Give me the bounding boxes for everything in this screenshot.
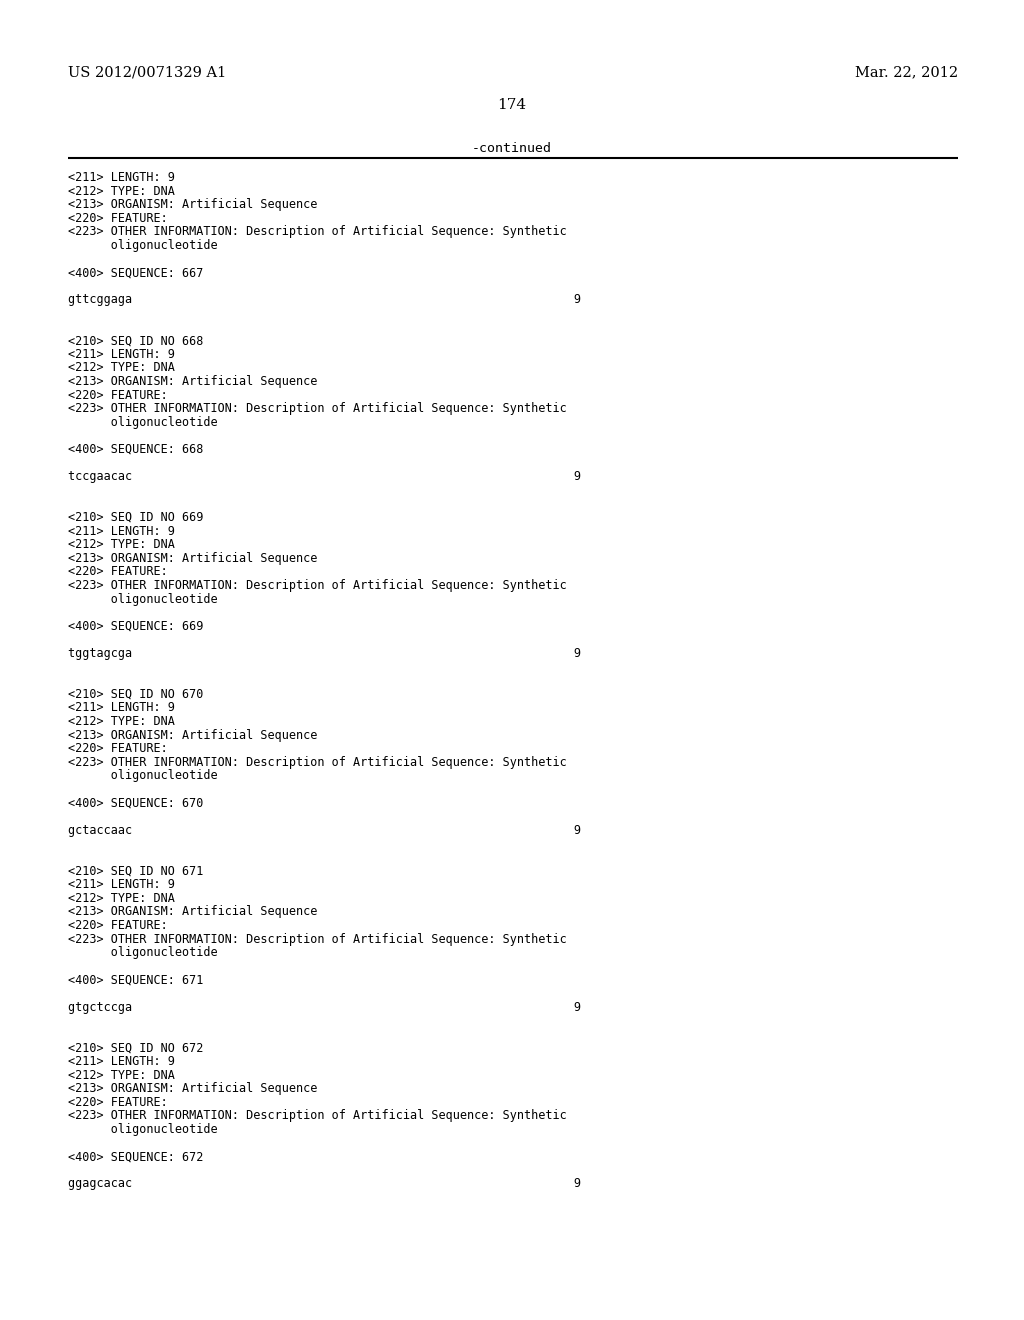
Text: <400> SEQUENCE: 670: <400> SEQUENCE: 670: [68, 796, 204, 809]
Text: oligonucleotide: oligonucleotide: [68, 239, 218, 252]
Text: <211> LENGTH: 9: <211> LENGTH: 9: [68, 1055, 175, 1068]
Text: <213> ORGANISM: Artificial Sequence: <213> ORGANISM: Artificial Sequence: [68, 552, 317, 565]
Text: <223> OTHER INFORMATION: Description of Artificial Sequence: Synthetic: <223> OTHER INFORMATION: Description of …: [68, 1109, 566, 1122]
Text: <213> ORGANISM: Artificial Sequence: <213> ORGANISM: Artificial Sequence: [68, 375, 317, 388]
Text: <212> TYPE: DNA: <212> TYPE: DNA: [68, 362, 175, 375]
Text: <220> FEATURE:: <220> FEATURE:: [68, 1096, 168, 1109]
Text: <211> LENGTH: 9: <211> LENGTH: 9: [68, 878, 175, 891]
Text: -continued: -continued: [472, 143, 552, 154]
Text: oligonucleotide: oligonucleotide: [68, 946, 218, 960]
Text: <223> OTHER INFORMATION: Description of Artificial Sequence: Synthetic: <223> OTHER INFORMATION: Description of …: [68, 579, 566, 591]
Text: <400> SEQUENCE: 671: <400> SEQUENCE: 671: [68, 973, 204, 986]
Text: <223> OTHER INFORMATION: Description of Artificial Sequence: Synthetic: <223> OTHER INFORMATION: Description of …: [68, 226, 566, 239]
Text: <213> ORGANISM: Artificial Sequence: <213> ORGANISM: Artificial Sequence: [68, 729, 317, 742]
Text: <211> LENGTH: 9: <211> LENGTH: 9: [68, 347, 175, 360]
Text: <211> LENGTH: 9: <211> LENGTH: 9: [68, 172, 175, 183]
Text: <212> TYPE: DNA: <212> TYPE: DNA: [68, 1069, 175, 1081]
Text: gctaccaac                                                              9: gctaccaac 9: [68, 824, 581, 837]
Text: <223> OTHER INFORMATION: Description of Artificial Sequence: Synthetic: <223> OTHER INFORMATION: Description of …: [68, 403, 566, 416]
Text: gttcggaga                                                              9: gttcggaga 9: [68, 293, 581, 306]
Text: tccgaacac                                                              9: tccgaacac 9: [68, 470, 581, 483]
Text: <400> SEQUENCE: 667: <400> SEQUENCE: 667: [68, 267, 204, 280]
Text: <210> SEQ ID NO 669: <210> SEQ ID NO 669: [68, 511, 204, 524]
Text: Mar. 22, 2012: Mar. 22, 2012: [855, 65, 958, 79]
Text: <400> SEQUENCE: 668: <400> SEQUENCE: 668: [68, 444, 204, 455]
Text: <220> FEATURE:: <220> FEATURE:: [68, 211, 168, 224]
Text: <223> OTHER INFORMATION: Description of Artificial Sequence: Synthetic: <223> OTHER INFORMATION: Description of …: [68, 933, 566, 945]
Text: <212> TYPE: DNA: <212> TYPE: DNA: [68, 892, 175, 904]
Text: <210> SEQ ID NO 668: <210> SEQ ID NO 668: [68, 334, 204, 347]
Text: 174: 174: [498, 98, 526, 112]
Text: oligonucleotide: oligonucleotide: [68, 770, 218, 783]
Text: <223> OTHER INFORMATION: Description of Artificial Sequence: Synthetic: <223> OTHER INFORMATION: Description of …: [68, 756, 566, 768]
Text: <220> FEATURE:: <220> FEATURE:: [68, 919, 168, 932]
Text: ggagcacac                                                              9: ggagcacac 9: [68, 1177, 581, 1191]
Text: <220> FEATURE:: <220> FEATURE:: [68, 742, 168, 755]
Text: US 2012/0071329 A1: US 2012/0071329 A1: [68, 65, 226, 79]
Text: <400> SEQUENCE: 669: <400> SEQUENCE: 669: [68, 620, 204, 632]
Text: <211> LENGTH: 9: <211> LENGTH: 9: [68, 524, 175, 537]
Text: <220> FEATURE:: <220> FEATURE:: [68, 565, 168, 578]
Text: <400> SEQUENCE: 672: <400> SEQUENCE: 672: [68, 1150, 204, 1163]
Text: <213> ORGANISM: Artificial Sequence: <213> ORGANISM: Artificial Sequence: [68, 1082, 317, 1096]
Text: <210> SEQ ID NO 670: <210> SEQ ID NO 670: [68, 688, 204, 701]
Text: gtgctccga                                                              9: gtgctccga 9: [68, 1001, 581, 1014]
Text: oligonucleotide: oligonucleotide: [68, 416, 218, 429]
Text: oligonucleotide: oligonucleotide: [68, 1123, 218, 1137]
Text: <212> TYPE: DNA: <212> TYPE: DNA: [68, 715, 175, 729]
Text: <212> TYPE: DNA: <212> TYPE: DNA: [68, 539, 175, 552]
Text: <213> ORGANISM: Artificial Sequence: <213> ORGANISM: Artificial Sequence: [68, 906, 317, 919]
Text: <210> SEQ ID NO 671: <210> SEQ ID NO 671: [68, 865, 204, 878]
Text: <211> LENGTH: 9: <211> LENGTH: 9: [68, 701, 175, 714]
Text: <220> FEATURE:: <220> FEATURE:: [68, 388, 168, 401]
Text: oligonucleotide: oligonucleotide: [68, 593, 218, 606]
Text: <212> TYPE: DNA: <212> TYPE: DNA: [68, 185, 175, 198]
Text: <213> ORGANISM: Artificial Sequence: <213> ORGANISM: Artificial Sequence: [68, 198, 317, 211]
Text: <210> SEQ ID NO 672: <210> SEQ ID NO 672: [68, 1041, 204, 1055]
Text: tggtagcga                                                              9: tggtagcga 9: [68, 647, 581, 660]
